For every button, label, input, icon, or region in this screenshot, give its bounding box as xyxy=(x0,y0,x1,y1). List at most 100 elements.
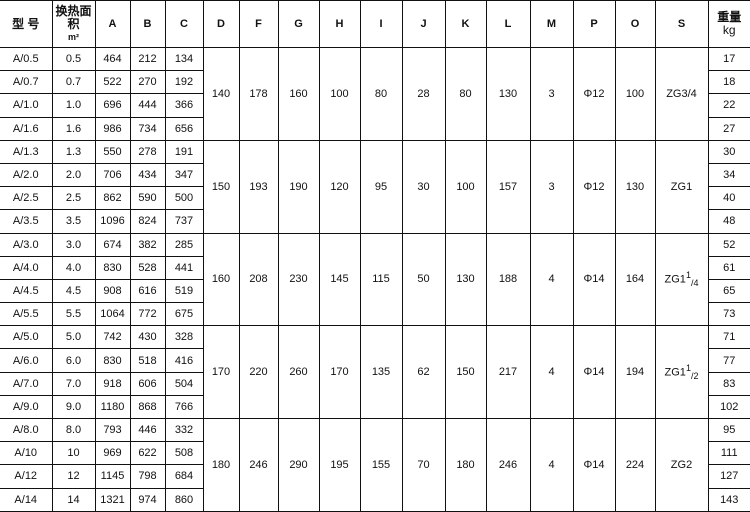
cell-p: Φ14 xyxy=(573,233,615,326)
cell-k: 150 xyxy=(445,326,486,419)
cell-area: 9.0 xyxy=(52,395,95,418)
cell-weight: 34 xyxy=(708,163,750,186)
cell-s: ZG11/4 xyxy=(655,233,708,326)
cell-f: 220 xyxy=(239,326,278,419)
header-a: A xyxy=(95,1,130,48)
cell-h: 120 xyxy=(319,140,360,233)
cell-c: 766 xyxy=(165,395,203,418)
cell-a: 550 xyxy=(95,140,130,163)
cell-s-main: ZG1 xyxy=(665,367,686,379)
cell-model: A/9.0 xyxy=(0,395,52,418)
cell-m: 4 xyxy=(530,419,573,512)
cell-a: 918 xyxy=(95,372,130,395)
cell-l: 217 xyxy=(486,326,530,419)
cell-b: 528 xyxy=(130,256,165,279)
cell-weight: 143 xyxy=(708,488,750,511)
cell-weight: 77 xyxy=(708,349,750,372)
cell-k: 130 xyxy=(445,233,486,326)
cell-c: 860 xyxy=(165,488,203,511)
cell-g: 230 xyxy=(278,233,319,326)
cell-area: 1.0 xyxy=(52,94,95,117)
cell-d: 150 xyxy=(203,140,239,233)
cell-s: ZG2 xyxy=(655,419,708,512)
cell-c: 134 xyxy=(165,48,203,71)
cell-model: A/14 xyxy=(0,488,52,511)
cell-p: Φ12 xyxy=(573,140,615,233)
cell-h: 170 xyxy=(319,326,360,419)
cell-model: A/5.5 xyxy=(0,303,52,326)
cell-model: A/4.0 xyxy=(0,256,52,279)
cell-c: 332 xyxy=(165,419,203,442)
cell-j: 28 xyxy=(402,48,445,141)
cell-a: 986 xyxy=(95,117,130,140)
header-l: L xyxy=(486,1,530,48)
cell-weight: 52 xyxy=(708,233,750,256)
header-c: C xyxy=(165,1,203,48)
cell-b: 444 xyxy=(130,94,165,117)
header-area-label: 换热面积 xyxy=(53,5,95,31)
cell-area: 0.5 xyxy=(52,48,95,71)
cell-model: A/2.0 xyxy=(0,163,52,186)
cell-a: 830 xyxy=(95,349,130,372)
cell-s-main: ZG1 xyxy=(671,181,692,193)
cell-s: ZG11/2 xyxy=(655,326,708,419)
cell-weight: 73 xyxy=(708,303,750,326)
cell-a: 862 xyxy=(95,187,130,210)
cell-l: 188 xyxy=(486,233,530,326)
cell-s-main: ZG1 xyxy=(665,274,686,286)
cell-area: 4.0 xyxy=(52,256,95,279)
cell-a: 908 xyxy=(95,279,130,302)
cell-j: 62 xyxy=(402,326,445,419)
cell-c: 192 xyxy=(165,71,203,94)
cell-weight: 83 xyxy=(708,372,750,395)
cell-area: 12 xyxy=(52,465,95,488)
cell-b: 622 xyxy=(130,442,165,465)
cell-c: 191 xyxy=(165,140,203,163)
cell-d: 180 xyxy=(203,419,239,512)
cell-weight: 18 xyxy=(708,71,750,94)
cell-s-sub: /2 xyxy=(691,371,699,381)
cell-b: 974 xyxy=(130,488,165,511)
cell-c: 441 xyxy=(165,256,203,279)
cell-area: 6.0 xyxy=(52,349,95,372)
cell-o: 164 xyxy=(615,233,655,326)
cell-f: 178 xyxy=(239,48,278,141)
cell-c: 328 xyxy=(165,326,203,349)
cell-b: 798 xyxy=(130,465,165,488)
header-d: D xyxy=(203,1,239,48)
cell-b: 446 xyxy=(130,419,165,442)
cell-a: 830 xyxy=(95,256,130,279)
cell-b: 278 xyxy=(130,140,165,163)
cell-s: ZG3/4 xyxy=(655,48,708,141)
cell-i: 80 xyxy=(360,48,402,141)
cell-m: 3 xyxy=(530,48,573,141)
cell-a: 1321 xyxy=(95,488,130,511)
cell-area: 5.0 xyxy=(52,326,95,349)
cell-k: 180 xyxy=(445,419,486,512)
cell-a: 696 xyxy=(95,94,130,117)
cell-a: 1180 xyxy=(95,395,130,418)
cell-area: 14 xyxy=(52,488,95,511)
cell-c: 737 xyxy=(165,210,203,233)
cell-weight: 61 xyxy=(708,256,750,279)
cell-b: 434 xyxy=(130,163,165,186)
cell-a: 969 xyxy=(95,442,130,465)
cell-s: ZG1 xyxy=(655,140,708,233)
cell-area: 1.3 xyxy=(52,140,95,163)
cell-b: 270 xyxy=(130,71,165,94)
header-weight-unit: kg xyxy=(709,24,750,37)
cell-a: 522 xyxy=(95,71,130,94)
cell-model: A/3.5 xyxy=(0,210,52,233)
cell-a: 1096 xyxy=(95,210,130,233)
cell-weight: 22 xyxy=(708,94,750,117)
header-h: H xyxy=(319,1,360,48)
cell-d: 160 xyxy=(203,233,239,326)
cell-b: 606 xyxy=(130,372,165,395)
cell-l: 157 xyxy=(486,140,530,233)
header-k: K xyxy=(445,1,486,48)
cell-k: 80 xyxy=(445,48,486,141)
